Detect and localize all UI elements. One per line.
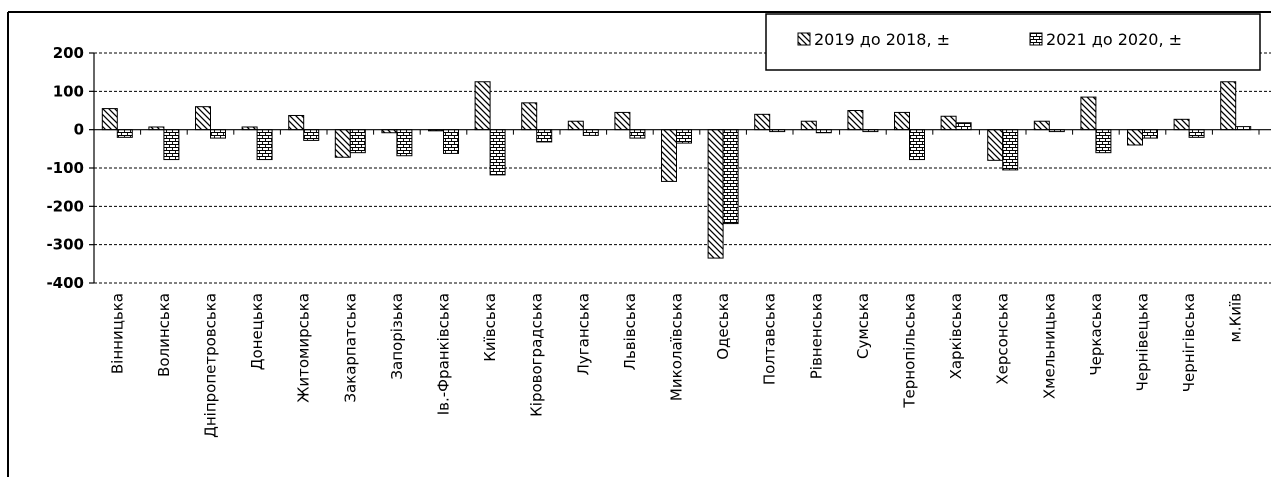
x-tick-label: Луганська — [574, 293, 592, 375]
bar-2019-13 — [661, 129, 677, 182]
bar-2021-11 — [582, 129, 599, 136]
bar-2019-12 — [614, 111, 631, 131]
y-tick-label: 100 — [53, 82, 84, 100]
x-tick-label: Миколаївська — [668, 293, 686, 401]
bar-2021-12 — [629, 129, 646, 139]
bar-2021-20 — [1002, 129, 1019, 171]
bar-2021-5 — [303, 129, 320, 141]
x-tick-label: Чернігівська — [1180, 293, 1198, 392]
x-tick-label: Херсонська — [994, 293, 1012, 385]
x-tick-label: Донецька — [248, 293, 266, 370]
y-tick-label: -100 — [46, 159, 84, 177]
bar-2019-1 — [101, 108, 118, 131]
legend-swatch-2019 — [797, 32, 811, 46]
bar-2021-23 — [1142, 129, 1158, 139]
bar-2021-18 — [909, 129, 925, 161]
y-tick-label: 0 — [74, 121, 84, 139]
bar-2019-6 — [334, 129, 351, 158]
x-tick-label: Кіровоградська — [528, 293, 546, 417]
bar-2019-25 — [1220, 81, 1237, 131]
x-tick-label: Сумська — [854, 293, 872, 359]
x-tick-label: Дніпропетровська — [202, 293, 220, 438]
x-tick-label: Вінницька — [108, 293, 126, 374]
bar-2021-10 — [536, 129, 553, 143]
legend-box — [765, 13, 1261, 71]
bar-2019-17 — [847, 110, 864, 131]
axes — [89, 52, 1271, 284]
x-tick-label: Хмельницька — [1040, 293, 1058, 399]
x-tick-label: Харківська — [947, 293, 965, 379]
bar-2021-2 — [163, 129, 180, 161]
legend: 2019 до 2018, ± 2021 до 2020, ± — [765, 13, 1261, 71]
bar-2019-22 — [1080, 96, 1097, 131]
bar-2019-23 — [1127, 129, 1143, 146]
x-tick-label: Полтавська — [761, 293, 779, 385]
y-tick-label: 200 — [53, 44, 84, 62]
bar-2019-20 — [987, 129, 1004, 161]
bar-2019-9 — [474, 81, 491, 131]
bar-2021-13 — [676, 129, 692, 144]
bar-2019-24 — [1173, 118, 1190, 131]
y-tick-label: -400 — [46, 274, 84, 292]
legend-label-2021: 2021 до 2020, ± — [1046, 30, 1182, 49]
bar-2019-19 — [940, 115, 957, 131]
bar-2019-10 — [521, 102, 538, 131]
bar-2021-22 — [1095, 129, 1112, 154]
bar-2021-6 — [349, 129, 366, 154]
x-tick-label: Чернівецька — [1134, 293, 1152, 391]
x-tick-label: Черкаська — [1087, 293, 1105, 376]
x-tick-label: Запорізька — [388, 293, 406, 380]
bar-2019-14 — [707, 129, 724, 259]
bar-2019-5 — [288, 114, 305, 131]
x-tick-label: Львівська — [621, 293, 639, 370]
bar-2019-21 — [1033, 120, 1050, 131]
bar-2021-1 — [116, 129, 133, 138]
bar-2021-4 — [256, 129, 273, 161]
bar-2019-16 — [800, 120, 817, 131]
y-tick-label: -200 — [46, 197, 84, 215]
bar-2021-24 — [1188, 129, 1205, 138]
bar-2021-9 — [489, 129, 506, 176]
x-tick-label: м.Київ — [1227, 293, 1245, 343]
bar-2019-18 — [894, 111, 910, 131]
bar-2021-8 — [443, 129, 459, 154]
x-tick-labels: Вінницька Волинська Дніпропетровська Донець… — [108, 293, 1244, 438]
legend-swatch-2021 — [1029, 32, 1043, 46]
bar-2021-19 — [955, 122, 972, 131]
x-tick-label: Ів.-Франківська — [435, 293, 453, 415]
y-tick-label: -300 — [46, 236, 84, 254]
x-tick-label: Житомирська — [295, 293, 313, 403]
bar-2019-3 — [195, 106, 211, 131]
bar-2021-3 — [210, 129, 226, 139]
bar-2019-15 — [754, 113, 771, 131]
y-tick-labels: 200 100 0 -100 -200 -300 -400 — [46, 44, 84, 292]
x-tick-label: Тернопільська — [901, 293, 919, 409]
x-tick-label: Волинська — [155, 293, 173, 377]
x-tick-label: Київська — [481, 293, 499, 362]
x-tick-label: Рівненська — [807, 293, 825, 379]
bars — [101, 81, 1252, 259]
bar-2021-7 — [396, 129, 413, 157]
grid-lines — [94, 52, 1271, 284]
bar-2021-14 — [722, 129, 739, 225]
x-tick-label: Закарпатська — [341, 293, 359, 403]
bar-2019-11 — [567, 120, 584, 131]
x-tick-label: Одеська — [714, 293, 732, 360]
legend-label-2019: 2019 до 2018, ± — [814, 30, 950, 49]
